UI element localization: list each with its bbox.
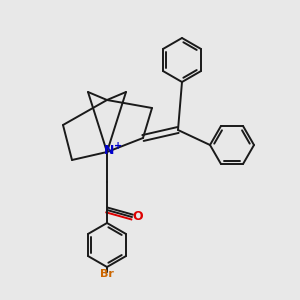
Text: +: + (114, 141, 122, 151)
Text: N: N (104, 145, 114, 158)
Text: Br: Br (100, 269, 114, 279)
Text: O: O (133, 211, 143, 224)
